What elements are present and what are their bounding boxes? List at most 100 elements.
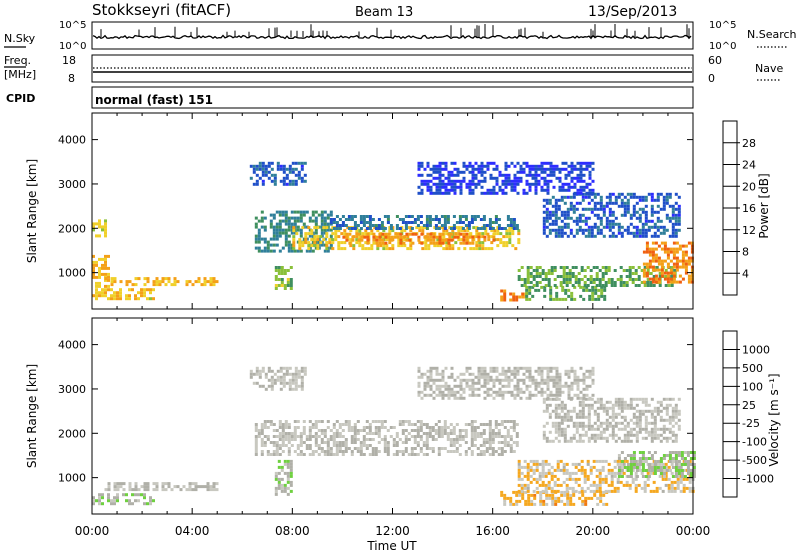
heatmap-cell-region-15 xyxy=(591,188,595,192)
heatmap-cell-region-8 xyxy=(598,278,602,281)
heatmap-cell-region-14 xyxy=(605,216,609,220)
heatmap-cell-region-3 xyxy=(328,241,332,245)
heatmap-cell-region-1 xyxy=(341,453,345,456)
heatmap-cell-region-9 xyxy=(690,274,694,278)
heatmap-cell-region-2 xyxy=(289,471,293,475)
heatmap-cell-region-9 xyxy=(666,250,670,254)
heatmap-cell-region-15 xyxy=(570,167,574,171)
heatmap-cell-region-1 xyxy=(299,234,303,238)
heatmap-cell-region-15 xyxy=(435,188,439,192)
heatmap-cell-region-1 xyxy=(392,426,396,429)
heatmap-cell-region-6 xyxy=(500,289,504,293)
heatmap-cell-region-1 xyxy=(419,429,423,432)
heatmap-cell-region-9 xyxy=(486,390,490,394)
heatmap-cell-region-0 xyxy=(288,179,292,183)
heatmap-cell-region-1 xyxy=(326,216,330,220)
heatmap-cell-region-0 xyxy=(303,372,307,376)
heatmap-cell-region-15 xyxy=(417,185,421,189)
heatmap-cell-region-6 xyxy=(512,292,516,296)
heatmap-cell-region-15 xyxy=(423,179,427,183)
heatmap-cell-region-0 xyxy=(264,164,268,168)
heatmap-cell-region-9 xyxy=(645,244,649,248)
heatmap-cell-region-5 xyxy=(653,472,657,475)
heatmap-cell-region-1 xyxy=(293,210,297,214)
heatmap-cell-region-14 xyxy=(647,228,651,232)
heatmap-cell-region-8 xyxy=(635,439,639,443)
heatmap-cell-region-7 xyxy=(594,291,598,295)
heatmap-cell-region-7 xyxy=(525,291,529,295)
heatmap-cell-region-8 xyxy=(626,403,630,407)
heatmap-cell-region-8 xyxy=(572,421,576,425)
heatmap-cell-region-8 xyxy=(665,397,669,401)
heatmap-cell-region-5 xyxy=(419,215,423,218)
heatmap-cell-region-14 xyxy=(542,222,546,226)
heatmap-cell-region-1 xyxy=(281,231,285,235)
heatmap-cell-region-1 xyxy=(314,423,318,426)
heatmap-cell-region-14 xyxy=(638,213,642,217)
heatmap-cell-region-0 xyxy=(252,170,256,174)
heatmap-cell-region-10 xyxy=(98,266,101,270)
heatmap-cell-region-3 xyxy=(376,247,380,251)
heatmap-cell-region-15 xyxy=(507,176,511,180)
heatmap-cell-region-1 xyxy=(416,441,420,444)
heatmap-cell-region-1 xyxy=(506,441,510,444)
heatmap-cell-region-12 xyxy=(143,294,146,298)
heatmap-cell-region-15 xyxy=(513,179,517,183)
heatmap-cell-region-15 xyxy=(507,173,511,177)
heatmap-cell-region-14 xyxy=(623,210,627,214)
heatmap-cell-region-5 xyxy=(653,466,657,469)
heatmap-cell-region-8 xyxy=(620,421,624,425)
heatmap-cell-region-8 xyxy=(560,406,564,410)
heatmap-cell-region-0 xyxy=(300,369,304,373)
heatmap-cell-region-5 xyxy=(482,224,486,227)
heatmap-cell-region-1 xyxy=(257,429,261,432)
heatmap-cell-region-13 xyxy=(98,222,101,226)
heatmap-cell-region-14 xyxy=(656,219,660,223)
heatmap-cell-region-5 xyxy=(692,457,696,460)
heatmap-cell-region-5 xyxy=(647,469,651,472)
heatmap-cell-region-14 xyxy=(632,231,636,235)
heatmap-cell-region-5 xyxy=(674,454,678,457)
heatmap-cell-region-9 xyxy=(678,274,682,278)
heatmap-cell-region-1 xyxy=(278,249,282,253)
heatmap-cell-region-2 xyxy=(283,483,287,487)
heatmap-cell-region-15 xyxy=(513,176,517,180)
heatmap-cell-region-15 xyxy=(474,185,478,189)
heatmap-cell-region-5 xyxy=(371,224,375,227)
heatmap-cell-region-3 xyxy=(602,502,606,506)
heatmap-cell-region-8 xyxy=(626,439,630,443)
heatmap-cell-region-1 xyxy=(374,426,378,429)
heatmap-cell-region-8 xyxy=(608,415,612,419)
heatmap-cell-region-5 xyxy=(491,221,495,224)
heatmap-cell-region-9 xyxy=(579,390,583,394)
heatmap-cell-region-8 xyxy=(656,436,660,440)
heatmap-cell-region-8 xyxy=(662,418,666,422)
heatmap-cell-region-8 xyxy=(551,421,555,425)
heatmap-cell-region-1 xyxy=(254,423,258,426)
heatmap-cell-region-3 xyxy=(472,226,476,230)
heatmap-cell-region-3 xyxy=(343,229,347,233)
heatmap-cell-region-1 xyxy=(338,447,342,450)
heatmap-cell-region-1 xyxy=(269,423,273,426)
heatmap-cell-region-1 xyxy=(302,222,306,226)
heatmap-cell-region-9 xyxy=(546,393,550,397)
heatmap-cell-region-8 xyxy=(593,409,597,413)
heatmap-cell-region-1 xyxy=(257,237,261,241)
heatmap-cell-region-15 xyxy=(591,161,595,165)
heatmap-cell-region-3 xyxy=(475,235,479,239)
heatmap-cell-region-9 xyxy=(663,250,667,254)
heatmap-cell-region-1 xyxy=(416,435,420,438)
heatmap-cell-region-7 xyxy=(591,291,595,295)
heatmap-cell-region-3 xyxy=(515,490,519,494)
heatmap-cell-region-11 xyxy=(200,283,204,287)
heatmap-cell-region-14 xyxy=(659,207,663,211)
heatmap-cell-region-12 xyxy=(140,291,143,295)
nsky-trace xyxy=(92,34,692,40)
heatmap-cell-region-1 xyxy=(275,447,279,450)
heatmap-cell-region-5 xyxy=(416,215,420,218)
heatmap-cell-region-9 xyxy=(567,390,571,394)
heatmap-cell-region-5 xyxy=(353,221,357,224)
heatmap-cell-region-10 xyxy=(104,278,107,282)
colorbar-tick-label: 8 xyxy=(742,246,749,259)
heatmap-cell-region-3 xyxy=(298,244,302,248)
